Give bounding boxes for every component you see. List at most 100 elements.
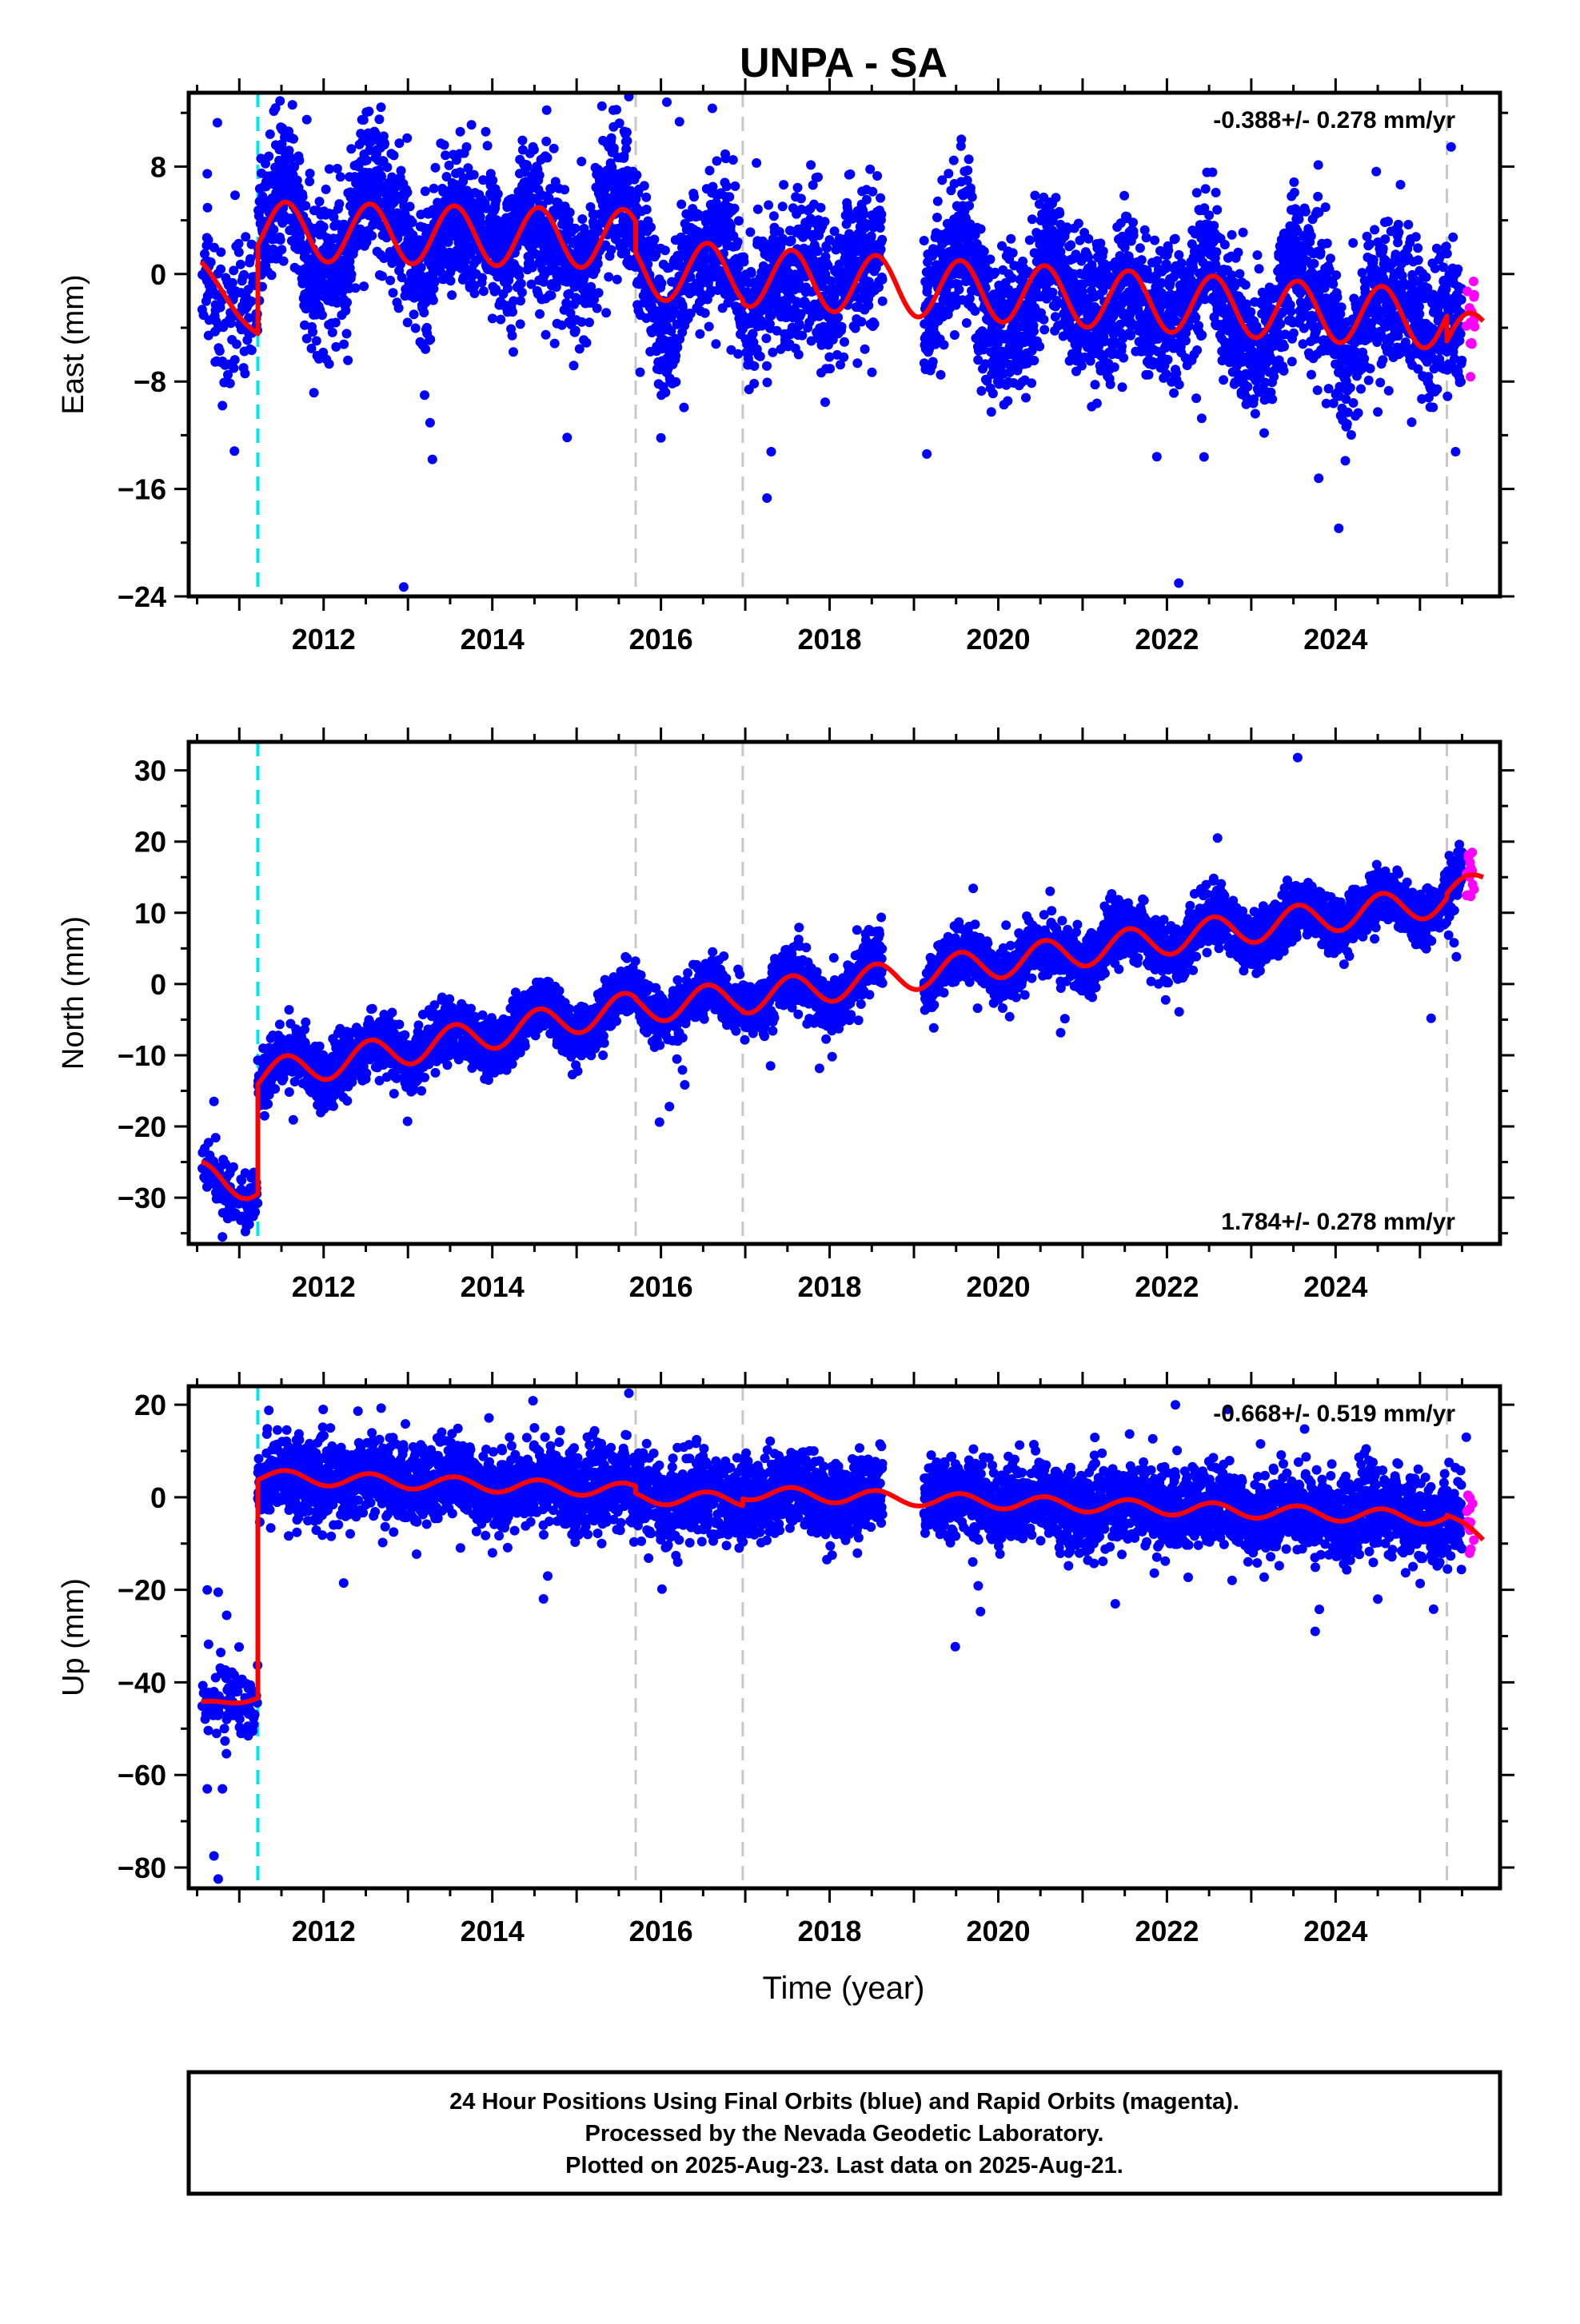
final-orbit-point — [1201, 184, 1211, 193]
final-orbit-point — [1163, 245, 1173, 255]
final-orbit-point — [529, 145, 539, 154]
final-orbit-point — [315, 197, 325, 206]
final-orbit-point — [825, 364, 835, 373]
final-orbit-point — [1192, 345, 1202, 355]
final-orbit-point — [733, 349, 743, 359]
final-orbit-point — [213, 118, 222, 128]
final-orbit-point — [517, 136, 527, 145]
final-orbit-point — [747, 269, 756, 278]
final-orbit-point — [1212, 205, 1222, 215]
final-orbit-point — [269, 225, 278, 234]
final-orbit-point — [446, 276, 456, 285]
final-orbit-point — [1220, 240, 1230, 249]
final-orbit-point — [1197, 330, 1207, 340]
final-orbit-point — [695, 329, 704, 339]
final-orbit-point — [301, 201, 310, 210]
final-orbit-point — [517, 279, 526, 289]
final-orbit-point — [585, 317, 594, 327]
final-orbit-point — [1227, 230, 1237, 240]
final-orbit-point — [342, 329, 352, 338]
final-orbit-point — [1142, 233, 1151, 242]
final-orbit-point — [1174, 578, 1183, 588]
chart-title: UNPA - SA — [740, 40, 948, 86]
final-orbit-point — [541, 137, 551, 146]
final-orbit-point — [813, 246, 823, 256]
final-orbit-point — [1286, 307, 1295, 317]
final-orbit-point — [1275, 319, 1285, 329]
final-orbit-point — [1007, 273, 1017, 283]
final-orbit-point — [1241, 280, 1251, 289]
final-orbit-point — [1055, 209, 1064, 218]
final-orbit-point — [541, 330, 551, 340]
final-orbit-point — [1235, 269, 1244, 279]
final-orbit-point — [1051, 312, 1060, 321]
final-orbit-point — [612, 105, 621, 114]
final-orbit-point — [712, 156, 722, 165]
final-orbit-point — [560, 185, 569, 194]
final-orbit-point — [1161, 369, 1171, 379]
final-orbit-point — [488, 176, 497, 185]
final-orbit-point — [649, 235, 659, 245]
final-orbit-point — [1074, 219, 1083, 229]
final-orbit-point — [622, 136, 632, 145]
final-orbit-point — [708, 104, 717, 114]
final-orbit-point — [1051, 193, 1061, 202]
final-orbit-point — [535, 170, 545, 180]
final-orbit-point — [868, 368, 877, 377]
final-orbit-point — [1289, 329, 1299, 338]
final-orbit-point — [928, 357, 938, 367]
final-orbit-point — [421, 345, 430, 354]
final-orbit-point — [936, 370, 946, 380]
final-orbit-point — [1029, 356, 1039, 365]
final-orbit-point — [593, 259, 603, 269]
final-orbit-point — [865, 165, 875, 174]
final-orbit-point — [767, 447, 776, 456]
final-orbit-point — [1279, 342, 1289, 352]
final-orbit-point — [1035, 341, 1044, 351]
final-orbit-point — [305, 169, 315, 178]
final-orbit-point — [749, 379, 759, 389]
final-orbit-point — [346, 144, 356, 153]
final-orbit-point — [868, 187, 877, 197]
final-orbit-point — [793, 183, 803, 193]
final-orbit-point — [1251, 409, 1260, 419]
final-orbit-point — [493, 189, 503, 199]
final-orbit-point — [988, 389, 998, 398]
final-orbit-point — [425, 418, 435, 428]
final-orbit-point — [604, 272, 613, 281]
final-orbit-point — [1083, 234, 1093, 244]
final-orbit-point — [325, 359, 334, 369]
final-orbit-point — [247, 345, 257, 355]
final-orbit-point — [1211, 247, 1221, 257]
final-orbit-point — [778, 201, 788, 211]
final-orbit-point — [976, 225, 986, 234]
final-orbit-point — [215, 346, 225, 356]
final-orbit-point — [229, 446, 239, 456]
final-orbit-point — [359, 281, 369, 291]
final-orbit-point — [730, 204, 740, 213]
final-orbit-point — [577, 214, 587, 224]
final-orbit-point — [469, 170, 479, 180]
final-orbit-point — [949, 156, 959, 165]
final-orbit-point — [508, 331, 517, 341]
final-orbit-point — [420, 390, 429, 400]
final-orbit-point — [806, 160, 816, 169]
final-orbit-point — [516, 319, 525, 329]
final-orbit-point — [705, 165, 715, 175]
final-orbit-point — [562, 433, 572, 442]
final-orbit-point — [594, 288, 604, 297]
final-orbit-point — [779, 180, 788, 189]
final-orbit-point — [571, 326, 581, 336]
final-orbit-point — [1289, 177, 1299, 187]
final-orbit-point — [1191, 393, 1201, 403]
final-orbit-point — [1025, 235, 1035, 245]
final-orbit-point — [1192, 188, 1202, 197]
final-orbit-point — [569, 361, 579, 370]
final-orbit-point — [276, 235, 285, 245]
final-orbit-point — [787, 236, 796, 245]
final-orbit-point — [571, 224, 581, 233]
final-orbit-point — [845, 169, 855, 179]
final-orbit-point — [1119, 191, 1129, 201]
final-orbit-point — [607, 134, 616, 143]
